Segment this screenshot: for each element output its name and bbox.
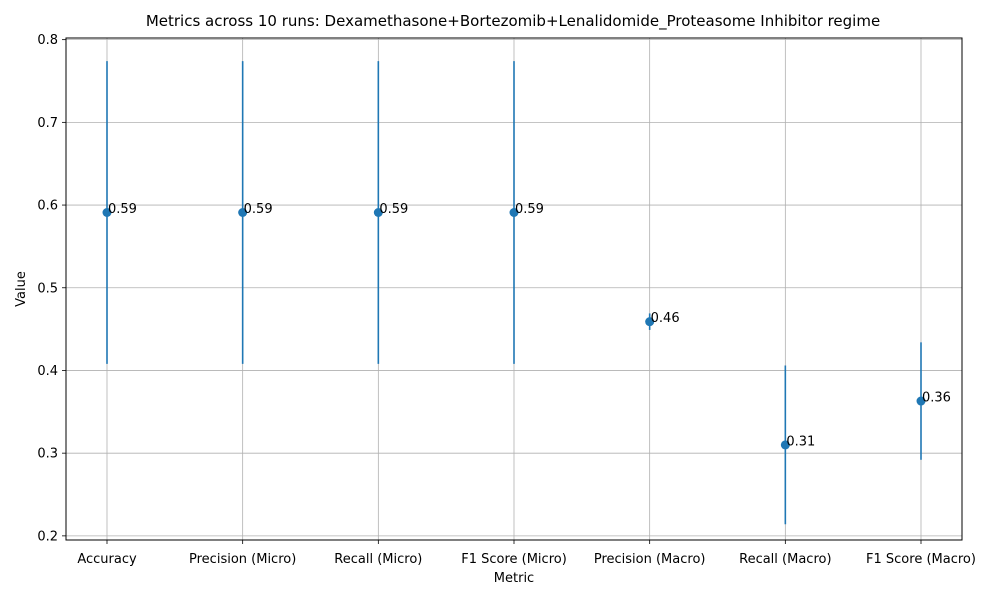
data-label: 0.46 <box>651 311 680 326</box>
data-labels: 0.59 0.59 0.59 0.59 0.46 0.31 0.36 <box>108 202 951 449</box>
data-label: 0.59 <box>244 202 273 217</box>
x-tick-label: F1 Score (Micro) <box>461 552 567 567</box>
data-point <box>780 440 790 450</box>
x-tick-label: Precision (Micro) <box>189 552 296 567</box>
x-tick-label: Precision (Macro) <box>594 552 706 567</box>
x-tick-label: F1 Score (Macro) <box>866 552 976 567</box>
y-tick-label: 0.4 <box>37 364 58 379</box>
data-label: 0.31 <box>786 434 815 449</box>
x-ticks: Accuracy Precision (Micro) Recall (Micro) F… <box>77 540 976 567</box>
data-label: 0.59 <box>108 202 137 217</box>
y-ticks: 0.2 0.3 0.4 0.5 0.6 0.7 0.8 <box>37 33 66 544</box>
y-tick-label: 0.3 <box>37 447 58 462</box>
x-tick-label: Recall (Macro) <box>739 552 831 567</box>
data-point <box>102 208 112 218</box>
y-tick-label: 0.2 <box>37 529 58 544</box>
data-label: 0.36 <box>922 391 951 406</box>
y-tick-label: 0.5 <box>37 281 58 296</box>
y-axis-label: Value <box>14 271 29 307</box>
x-axis-label: Metric <box>494 571 534 586</box>
data-point <box>373 208 383 218</box>
data-point <box>509 208 519 218</box>
data-label: 0.59 <box>515 202 544 217</box>
data-points <box>102 208 926 450</box>
y-tick-label: 0.6 <box>37 199 58 214</box>
data-point <box>238 208 248 218</box>
y-tick-label: 0.8 <box>37 33 58 48</box>
data-point <box>916 396 926 406</box>
chart-title: Metrics across 10 runs: Dexamethasone+Bo… <box>146 12 880 31</box>
x-tick-label: Recall (Micro) <box>334 552 422 567</box>
data-point <box>645 317 655 327</box>
data-label: 0.59 <box>379 202 408 217</box>
y-tick-label: 0.7 <box>37 116 58 131</box>
x-tick-label: Accuracy <box>77 552 137 567</box>
